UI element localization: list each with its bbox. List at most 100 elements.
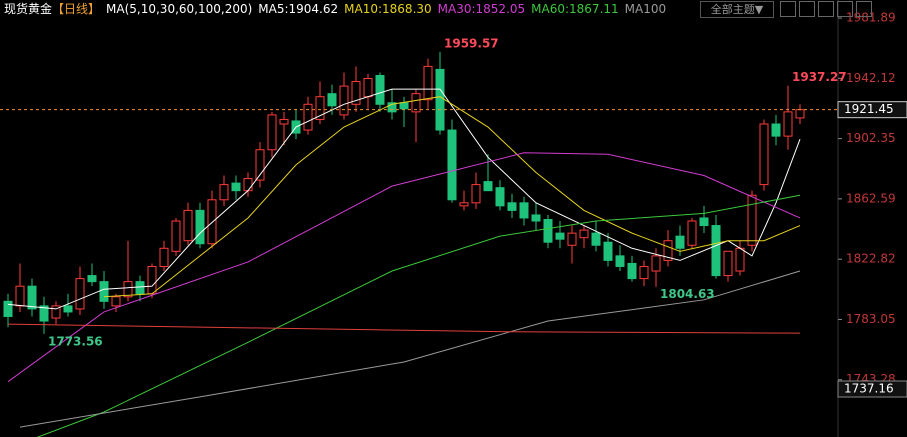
candle-body (591, 232, 601, 246)
last-price-label: 1921.45 (844, 102, 894, 116)
candle-body (243, 178, 253, 192)
candle-body (387, 102, 397, 113)
low-marker-label: 1737.16 (844, 382, 894, 396)
legend-entry: MA5:1904.62 (258, 2, 339, 16)
legend-entry: MA60:1867.11 (531, 2, 619, 16)
y-tick-label: 1862.59 (846, 191, 896, 205)
candle-body (123, 281, 133, 298)
candle-body (639, 265, 649, 280)
icon-button[interactable] (837, 1, 853, 17)
y-tick-label: 1981.89 (846, 11, 896, 25)
candle-body (567, 232, 577, 246)
ma-line (7, 323, 801, 334)
y-tick-label: 1822.82 (846, 252, 896, 266)
candle-body (183, 209, 193, 242)
candle-body (99, 281, 109, 302)
candle-body (39, 305, 49, 322)
candle-body (651, 255, 661, 272)
candle-body (207, 199, 217, 245)
price-box (837, 101, 907, 119)
candle-body (15, 285, 25, 307)
candle-body (231, 182, 241, 192)
icon-button[interactable] (856, 1, 872, 17)
candle-body (615, 255, 625, 267)
candle-body (111, 296, 121, 307)
candle-body (279, 118, 289, 125)
candle-body (327, 93, 337, 107)
candle-body (51, 305, 61, 319)
ma-label: MA(5,10,30,60,100,200) (106, 2, 253, 16)
legend-entry: MA10:1868.30 (344, 2, 432, 16)
candle-body (315, 96, 325, 120)
candle-body (627, 262, 637, 280)
candle-body (447, 129, 457, 201)
candle-body (195, 209, 205, 245)
candle-body (375, 74, 385, 105)
candle-body (27, 285, 37, 310)
y-tick-label: 1902.35 (846, 131, 896, 145)
candle-body (663, 240, 673, 261)
candle-body (135, 281, 145, 295)
candle-body (75, 278, 85, 310)
theme-button[interactable]: 全部主题▼ (700, 1, 774, 18)
candle-body (303, 103, 313, 131)
icon-button[interactable] (818, 1, 834, 17)
candle-body (495, 187, 505, 207)
candle-body (459, 202, 469, 207)
candle-body (759, 123, 769, 186)
ma-line (7, 152, 801, 383)
header: 现货黄金 【日线】 MA(5,10,30,60,100,200) MA5:190… (4, 1, 666, 18)
candle-body (723, 250, 733, 277)
y-tick-label: 1942.12 (846, 71, 896, 85)
ma-line (19, 270, 801, 428)
candle-body (711, 225, 721, 277)
candle-body (471, 184, 481, 204)
candle-body (783, 111, 793, 137)
ma-line (36, 194, 801, 437)
candle-body (351, 81, 361, 105)
candle-body (255, 149, 265, 181)
legend-entry: MA30:1852.05 (437, 2, 526, 16)
candle-body (687, 220, 697, 246)
candle-body (555, 232, 565, 240)
candle-body (771, 123, 781, 137)
candle-body (399, 102, 409, 110)
annotation: 1937.27 (792, 70, 847, 84)
candle-body (519, 202, 529, 219)
annotation: 1804.63 (660, 287, 715, 301)
title: 现货黄金 (4, 2, 53, 16)
candle-body (531, 214, 541, 222)
candle-body (543, 218, 553, 243)
icon-button[interactable] (780, 1, 796, 17)
legend-entry: MA100 (624, 2, 667, 16)
price-box (837, 380, 907, 398)
candle-body (3, 300, 13, 317)
candle-body (579, 229, 589, 239)
annotation: 1959.57 (444, 36, 499, 50)
candle-body (603, 241, 613, 261)
candle-body (795, 109, 805, 119)
candle-body (747, 194, 757, 246)
candle-body (171, 220, 181, 252)
candle-body (483, 181, 493, 192)
candle-body (411, 93, 421, 113)
candle-body (675, 235, 685, 249)
candle-body (339, 85, 349, 116)
annotation: 1773.56 (48, 334, 103, 348)
ma-line (103, 96, 801, 298)
icon-button[interactable] (799, 1, 815, 17)
candle-body (267, 114, 277, 151)
candle-body (507, 202, 517, 211)
candle-body (219, 184, 229, 201)
candle-body (699, 217, 709, 227)
candle-body (63, 305, 73, 313)
candle-body (159, 247, 169, 267)
candle-body (363, 78, 373, 98)
candle-body (435, 68, 445, 131)
candle-body (87, 275, 97, 283)
candle-body (147, 265, 157, 295)
period: 【日线】 (52, 2, 101, 16)
candle-body (735, 247, 745, 272)
